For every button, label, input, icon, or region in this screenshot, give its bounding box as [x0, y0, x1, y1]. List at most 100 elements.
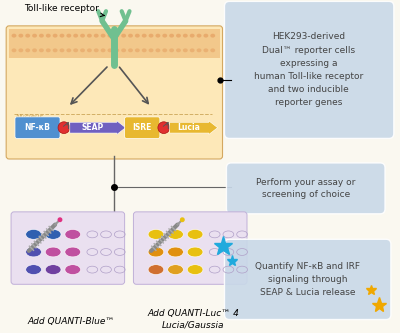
Ellipse shape: [168, 265, 183, 274]
Text: Nucleus: Nucleus: [16, 114, 44, 120]
Text: ISRE: ISRE: [132, 123, 152, 132]
Ellipse shape: [18, 34, 23, 38]
Ellipse shape: [183, 34, 188, 38]
Ellipse shape: [32, 34, 37, 38]
Ellipse shape: [18, 48, 23, 52]
Ellipse shape: [149, 34, 154, 38]
Ellipse shape: [108, 48, 112, 52]
Ellipse shape: [65, 229, 80, 239]
Circle shape: [58, 122, 70, 134]
Circle shape: [158, 122, 170, 134]
Ellipse shape: [26, 247, 42, 257]
Ellipse shape: [169, 34, 174, 38]
Ellipse shape: [25, 34, 30, 38]
Ellipse shape: [149, 254, 218, 283]
Ellipse shape: [12, 48, 16, 52]
Ellipse shape: [121, 48, 126, 52]
Ellipse shape: [60, 48, 64, 52]
Text: Perform your assay or
screening of choice: Perform your assay or screening of choic…: [256, 177, 356, 199]
Text: Toll-like receptor: Toll-like receptor: [24, 4, 104, 17]
Ellipse shape: [148, 265, 164, 274]
Ellipse shape: [45, 265, 61, 274]
Ellipse shape: [87, 34, 92, 38]
Ellipse shape: [45, 229, 61, 239]
Ellipse shape: [114, 34, 119, 38]
FancyBboxPatch shape: [9, 29, 220, 58]
FancyBboxPatch shape: [226, 163, 385, 214]
Ellipse shape: [108, 34, 112, 38]
Ellipse shape: [73, 48, 78, 52]
Ellipse shape: [187, 229, 203, 239]
Text: SEAP: SEAP: [81, 123, 104, 132]
Ellipse shape: [80, 48, 85, 52]
Ellipse shape: [169, 48, 174, 52]
FancyBboxPatch shape: [224, 1, 394, 139]
Ellipse shape: [53, 48, 58, 52]
Ellipse shape: [187, 265, 203, 274]
Ellipse shape: [187, 247, 203, 257]
Ellipse shape: [176, 34, 181, 38]
Ellipse shape: [87, 48, 92, 52]
Text: NF-κB: NF-κB: [24, 123, 50, 132]
Ellipse shape: [53, 34, 58, 38]
Ellipse shape: [183, 48, 188, 52]
Ellipse shape: [156, 48, 160, 52]
Text: HEK293-derived
Dual™ reporter cells
expressing a
human Toll-like receptor
and tw: HEK293-derived Dual™ reporter cells expr…: [254, 32, 363, 108]
Ellipse shape: [66, 34, 71, 38]
Ellipse shape: [32, 48, 37, 52]
FancyBboxPatch shape: [134, 212, 247, 284]
Ellipse shape: [135, 34, 140, 38]
Ellipse shape: [46, 48, 51, 52]
Ellipse shape: [210, 48, 215, 52]
Ellipse shape: [114, 48, 119, 52]
Ellipse shape: [12, 34, 16, 38]
Ellipse shape: [26, 265, 42, 274]
Ellipse shape: [60, 34, 64, 38]
Ellipse shape: [176, 48, 181, 52]
FancyArrow shape: [170, 121, 218, 135]
FancyBboxPatch shape: [125, 117, 160, 139]
Ellipse shape: [121, 34, 126, 38]
FancyArrow shape: [70, 121, 126, 135]
Ellipse shape: [168, 247, 183, 257]
Ellipse shape: [156, 34, 160, 38]
Ellipse shape: [27, 254, 95, 283]
Text: Lucia: Lucia: [177, 123, 200, 132]
Ellipse shape: [148, 247, 164, 257]
Ellipse shape: [65, 265, 80, 274]
Ellipse shape: [204, 48, 208, 52]
Ellipse shape: [148, 229, 164, 239]
FancyBboxPatch shape: [224, 239, 391, 320]
FancyBboxPatch shape: [6, 26, 222, 159]
Ellipse shape: [94, 34, 99, 38]
Ellipse shape: [204, 34, 208, 38]
Ellipse shape: [190, 48, 195, 52]
Text: Quantify NF-κB and IRF
signaling through
SEAP & Lucia release: Quantify NF-κB and IRF signaling through…: [255, 262, 360, 297]
Ellipse shape: [128, 48, 133, 52]
Ellipse shape: [168, 229, 183, 239]
Ellipse shape: [26, 229, 42, 239]
Ellipse shape: [46, 34, 51, 38]
Ellipse shape: [162, 48, 167, 52]
Ellipse shape: [196, 48, 202, 52]
Text: Add QUANTI-Blue™: Add QUANTI-Blue™: [27, 317, 114, 326]
Ellipse shape: [94, 48, 99, 52]
Ellipse shape: [39, 34, 44, 38]
Ellipse shape: [73, 34, 78, 38]
Ellipse shape: [162, 34, 167, 38]
Ellipse shape: [142, 34, 147, 38]
Ellipse shape: [142, 48, 147, 52]
Ellipse shape: [128, 34, 133, 38]
Text: Add QUANTI-Luc™ 4
Lucia/Gaussia: Add QUANTI-Luc™ 4 Lucia/Gaussia: [147, 309, 239, 330]
Ellipse shape: [25, 48, 30, 52]
Ellipse shape: [65, 247, 80, 257]
Circle shape: [180, 217, 185, 222]
Ellipse shape: [135, 48, 140, 52]
Ellipse shape: [45, 247, 61, 257]
Ellipse shape: [101, 34, 106, 38]
Ellipse shape: [196, 34, 202, 38]
FancyBboxPatch shape: [11, 212, 125, 284]
Ellipse shape: [210, 34, 215, 38]
FancyBboxPatch shape: [15, 117, 60, 139]
Ellipse shape: [39, 48, 44, 52]
